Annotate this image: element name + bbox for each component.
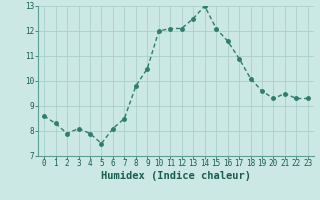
X-axis label: Humidex (Indice chaleur): Humidex (Indice chaleur)	[101, 171, 251, 181]
